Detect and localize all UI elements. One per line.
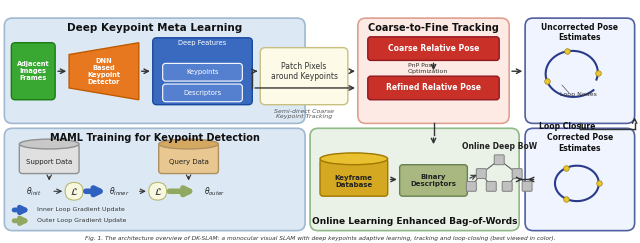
Ellipse shape xyxy=(320,153,388,165)
Text: Keypoints: Keypoints xyxy=(186,69,219,75)
Text: Online Learning Enhanced Bag-of-Words: Online Learning Enhanced Bag-of-Words xyxy=(312,217,517,226)
FancyBboxPatch shape xyxy=(399,165,467,196)
FancyBboxPatch shape xyxy=(65,182,83,200)
FancyBboxPatch shape xyxy=(310,128,519,231)
Text: DNN
Based
Keypoint
Detector: DNN Based Keypoint Detector xyxy=(88,58,120,85)
FancyBboxPatch shape xyxy=(522,182,532,191)
FancyBboxPatch shape xyxy=(502,182,512,191)
Text: $\mathcal{L}$: $\mathcal{L}$ xyxy=(70,186,78,197)
FancyBboxPatch shape xyxy=(476,169,486,178)
FancyBboxPatch shape xyxy=(19,144,79,174)
FancyBboxPatch shape xyxy=(320,159,388,196)
Text: $\theta_{inner}$: $\theta_{inner}$ xyxy=(109,185,129,198)
FancyBboxPatch shape xyxy=(163,84,243,102)
Text: Corrected Pose
Estimates: Corrected Pose Estimates xyxy=(547,133,613,153)
Text: Fig. 1. The architecture overview of DK-SLAM: a monocular visual SLAM with deep : Fig. 1. The architecture overview of DK-… xyxy=(84,235,556,241)
FancyBboxPatch shape xyxy=(525,18,635,123)
Text: MAML Training for Keypoint Detection: MAML Training for Keypoint Detection xyxy=(50,133,260,143)
FancyBboxPatch shape xyxy=(512,169,522,178)
Text: Coarse Relative Pose: Coarse Relative Pose xyxy=(388,44,479,53)
Text: Loop Nodes: Loop Nodes xyxy=(561,92,597,97)
Text: Uncorrected Pose
Estimates: Uncorrected Pose Estimates xyxy=(541,23,618,43)
Text: Semi-direct Coarse
Keypoint Tracking: Semi-direct Coarse Keypoint Tracking xyxy=(274,109,334,119)
Text: Query Data: Query Data xyxy=(168,159,209,165)
Text: Binary
Descriptors: Binary Descriptors xyxy=(410,174,456,187)
FancyBboxPatch shape xyxy=(368,76,499,100)
Text: Adjacent
Images
Frames: Adjacent Images Frames xyxy=(17,61,49,81)
FancyBboxPatch shape xyxy=(467,182,476,191)
FancyBboxPatch shape xyxy=(368,37,499,61)
Polygon shape xyxy=(69,43,139,100)
Text: Deep Features: Deep Features xyxy=(179,40,227,46)
Text: Deep Keypoint Meta Learning: Deep Keypoint Meta Learning xyxy=(67,23,243,33)
FancyBboxPatch shape xyxy=(358,18,509,123)
Ellipse shape xyxy=(159,139,218,149)
FancyBboxPatch shape xyxy=(494,155,504,165)
FancyBboxPatch shape xyxy=(4,128,305,231)
FancyBboxPatch shape xyxy=(163,63,243,81)
Text: Keyframe
Database: Keyframe Database xyxy=(335,175,373,188)
FancyBboxPatch shape xyxy=(260,48,348,105)
Text: Patch Pixels
around Keypoints: Patch Pixels around Keypoints xyxy=(271,61,337,81)
Text: Online Deep BoW: Online Deep BoW xyxy=(461,142,537,151)
Text: Outer Loop Gradient Update: Outer Loop Gradient Update xyxy=(37,218,127,223)
Ellipse shape xyxy=(19,139,79,149)
Text: $\mathcal{L}$: $\mathcal{L}$ xyxy=(154,186,162,197)
Text: $\theta_{init}$: $\theta_{init}$ xyxy=(26,185,41,198)
Text: Inner Loop Gradient Update: Inner Loop Gradient Update xyxy=(37,208,125,212)
FancyBboxPatch shape xyxy=(12,43,55,100)
Text: Refined Relative Pose: Refined Relative Pose xyxy=(386,83,481,93)
Text: Descriptors: Descriptors xyxy=(184,90,221,96)
Text: $\theta_{outer}$: $\theta_{outer}$ xyxy=(204,185,225,198)
FancyBboxPatch shape xyxy=(4,18,305,123)
Text: PnP Pose
Optimization: PnP Pose Optimization xyxy=(408,63,448,74)
FancyBboxPatch shape xyxy=(153,38,252,105)
FancyBboxPatch shape xyxy=(486,182,496,191)
Text: Support Data: Support Data xyxy=(26,159,72,165)
FancyBboxPatch shape xyxy=(525,128,635,231)
FancyBboxPatch shape xyxy=(159,144,218,174)
FancyBboxPatch shape xyxy=(148,182,166,200)
Text: Loop Closure: Loop Closure xyxy=(539,122,595,131)
Text: Coarse-to-Fine Tracking: Coarse-to-Fine Tracking xyxy=(368,23,499,33)
